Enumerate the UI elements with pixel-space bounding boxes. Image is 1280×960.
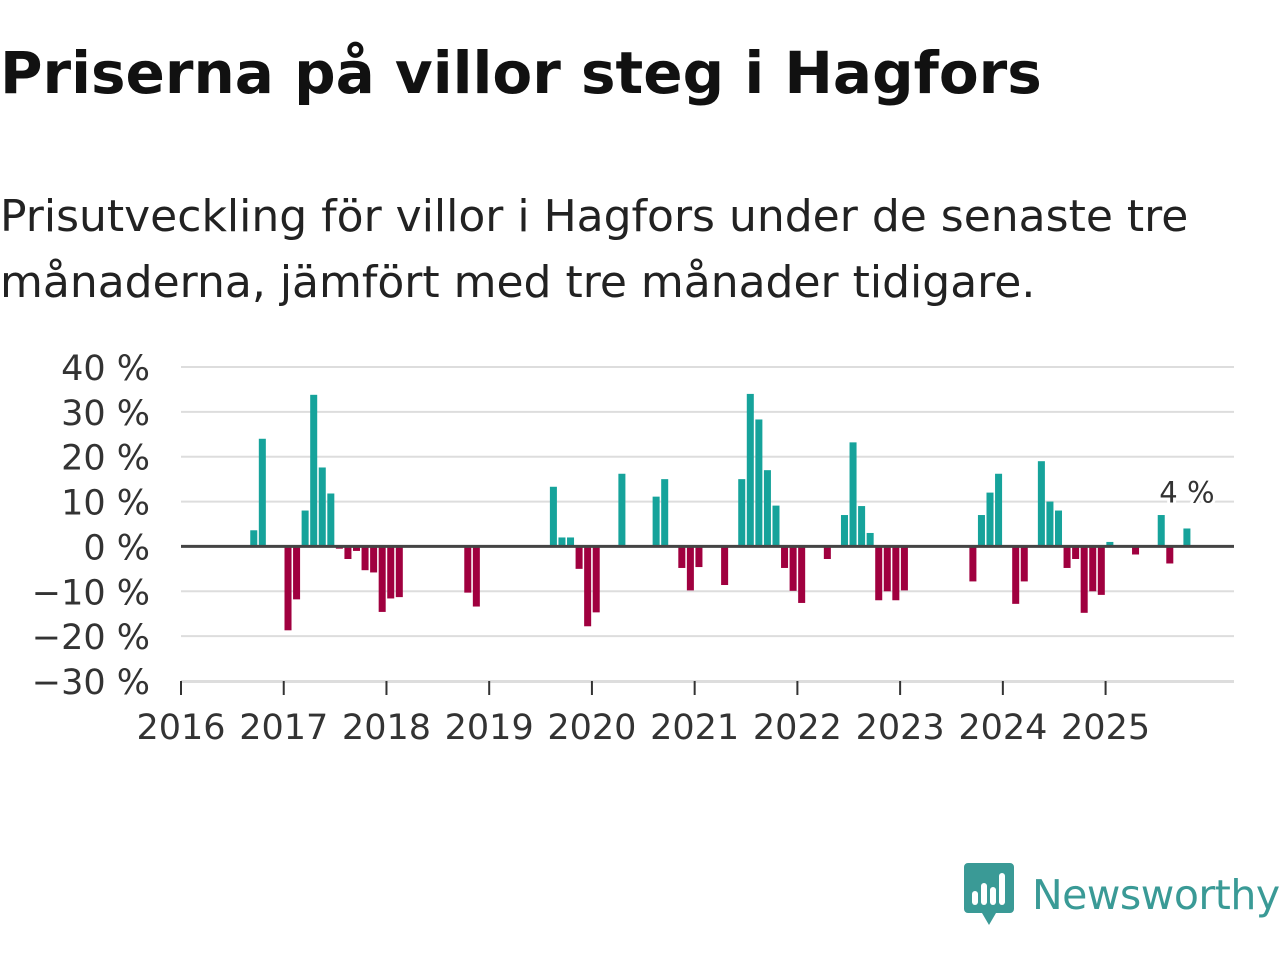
newsworthy-bar-chart-icon — [964, 863, 1014, 925]
bar — [678, 546, 686, 568]
bar — [858, 506, 866, 547]
chart-title: Priserna på villor steg i Hagfors — [0, 39, 1042, 107]
bar — [293, 546, 301, 600]
bar — [1046, 501, 1054, 547]
chart-subtitle: Prisutveckling för villor i Hagfors unde… — [0, 191, 1189, 308]
x-tick-label: 2022 — [753, 708, 842, 748]
y-tick-label: −20 % — [32, 618, 150, 658]
y-tick-label: −10 % — [32, 573, 150, 613]
bar — [738, 479, 746, 547]
bar — [352, 546, 361, 551]
bar — [840, 515, 848, 547]
bar — [986, 492, 994, 547]
y-tick-label: −30 % — [32, 663, 150, 703]
bar — [472, 546, 480, 607]
bar — [781, 546, 789, 568]
bar — [1157, 515, 1165, 547]
x-tick-label: 2021 — [650, 708, 739, 748]
bar — [592, 546, 600, 613]
bar — [584, 546, 592, 627]
bar — [310, 394, 318, 547]
bar — [567, 537, 575, 547]
grid-lines — [181, 366, 1234, 682]
bar-chart: 40 % 30 % 20 % 10 %0 % −10 % −20 % −30 % 2016 20… — [32, 349, 1234, 748]
bar — [900, 546, 908, 591]
bar — [977, 515, 985, 547]
bar — [763, 470, 771, 547]
bar — [1020, 546, 1028, 582]
x-tick-label: 2018 — [342, 708, 431, 748]
x-tick-label: 2017 — [239, 708, 328, 748]
bar — [823, 546, 831, 559]
axes — [180, 544, 1234, 695]
bar — [883, 546, 891, 592]
bar — [1132, 546, 1140, 555]
bar — [875, 546, 883, 601]
bar — [789, 546, 797, 591]
bar — [361, 546, 369, 571]
bar — [686, 546, 694, 591]
bar — [250, 530, 258, 547]
bar — [746, 393, 754, 547]
x-tick-label: 2020 — [547, 708, 636, 748]
y-tick-label: 10 % — [61, 484, 150, 524]
bar — [1097, 546, 1105, 595]
bar — [378, 546, 386, 612]
bar — [387, 546, 395, 599]
bar — [284, 546, 292, 631]
bar — [1106, 541, 1114, 547]
bar — [1063, 546, 1071, 568]
bar — [995, 473, 1003, 547]
bar — [370, 546, 378, 573]
bar — [558, 537, 566, 547]
bar — [1072, 546, 1080, 559]
bar — [652, 496, 660, 547]
bar — [969, 546, 977, 582]
brand-name: Newsworthy — [1032, 871, 1280, 919]
newsworthy-logo: Newsworthy — [964, 862, 1280, 928]
bar — [464, 546, 472, 593]
x-tick-label: 2016 — [136, 708, 225, 748]
bar — [1166, 546, 1174, 564]
bar — [1012, 546, 1020, 604]
bar — [1054, 510, 1063, 547]
x-tick-label: 2023 — [856, 708, 945, 748]
bar — [866, 532, 874, 547]
bars — [250, 393, 1191, 631]
bar — [575, 546, 583, 569]
y-tick-label: 20 % — [61, 439, 150, 479]
bar — [549, 486, 557, 547]
y-tick-label: 0 % — [83, 528, 150, 568]
x-tick-label: 2024 — [958, 708, 1047, 748]
bar — [661, 479, 669, 547]
bar — [1037, 461, 1045, 547]
y-tick-label: 30 % — [61, 394, 150, 434]
bar — [301, 510, 309, 547]
x-tick-label: 2025 — [1061, 708, 1150, 748]
bar — [695, 546, 703, 568]
labels: 40 % 30 % 20 % 10 %0 % −10 % −20 % −30 % 2016 20… — [32, 349, 1218, 748]
y-tick-label: 40 % — [61, 349, 150, 389]
bar — [1183, 528, 1191, 547]
bar — [1089, 546, 1097, 592]
latest-value-annotation: 4 % — [1159, 475, 1214, 509]
bar — [755, 419, 763, 547]
bar — [892, 546, 900, 601]
bar — [849, 442, 857, 547]
bar — [618, 473, 626, 547]
bar — [395, 546, 403, 598]
bar — [327, 493, 335, 547]
bar — [798, 546, 806, 603]
bar — [772, 505, 780, 547]
bar — [318, 467, 326, 547]
bar — [344, 546, 352, 559]
bar — [721, 546, 729, 586]
bar — [258, 438, 266, 547]
bar — [1080, 546, 1088, 613]
x-tick-label: 2019 — [445, 708, 534, 748]
